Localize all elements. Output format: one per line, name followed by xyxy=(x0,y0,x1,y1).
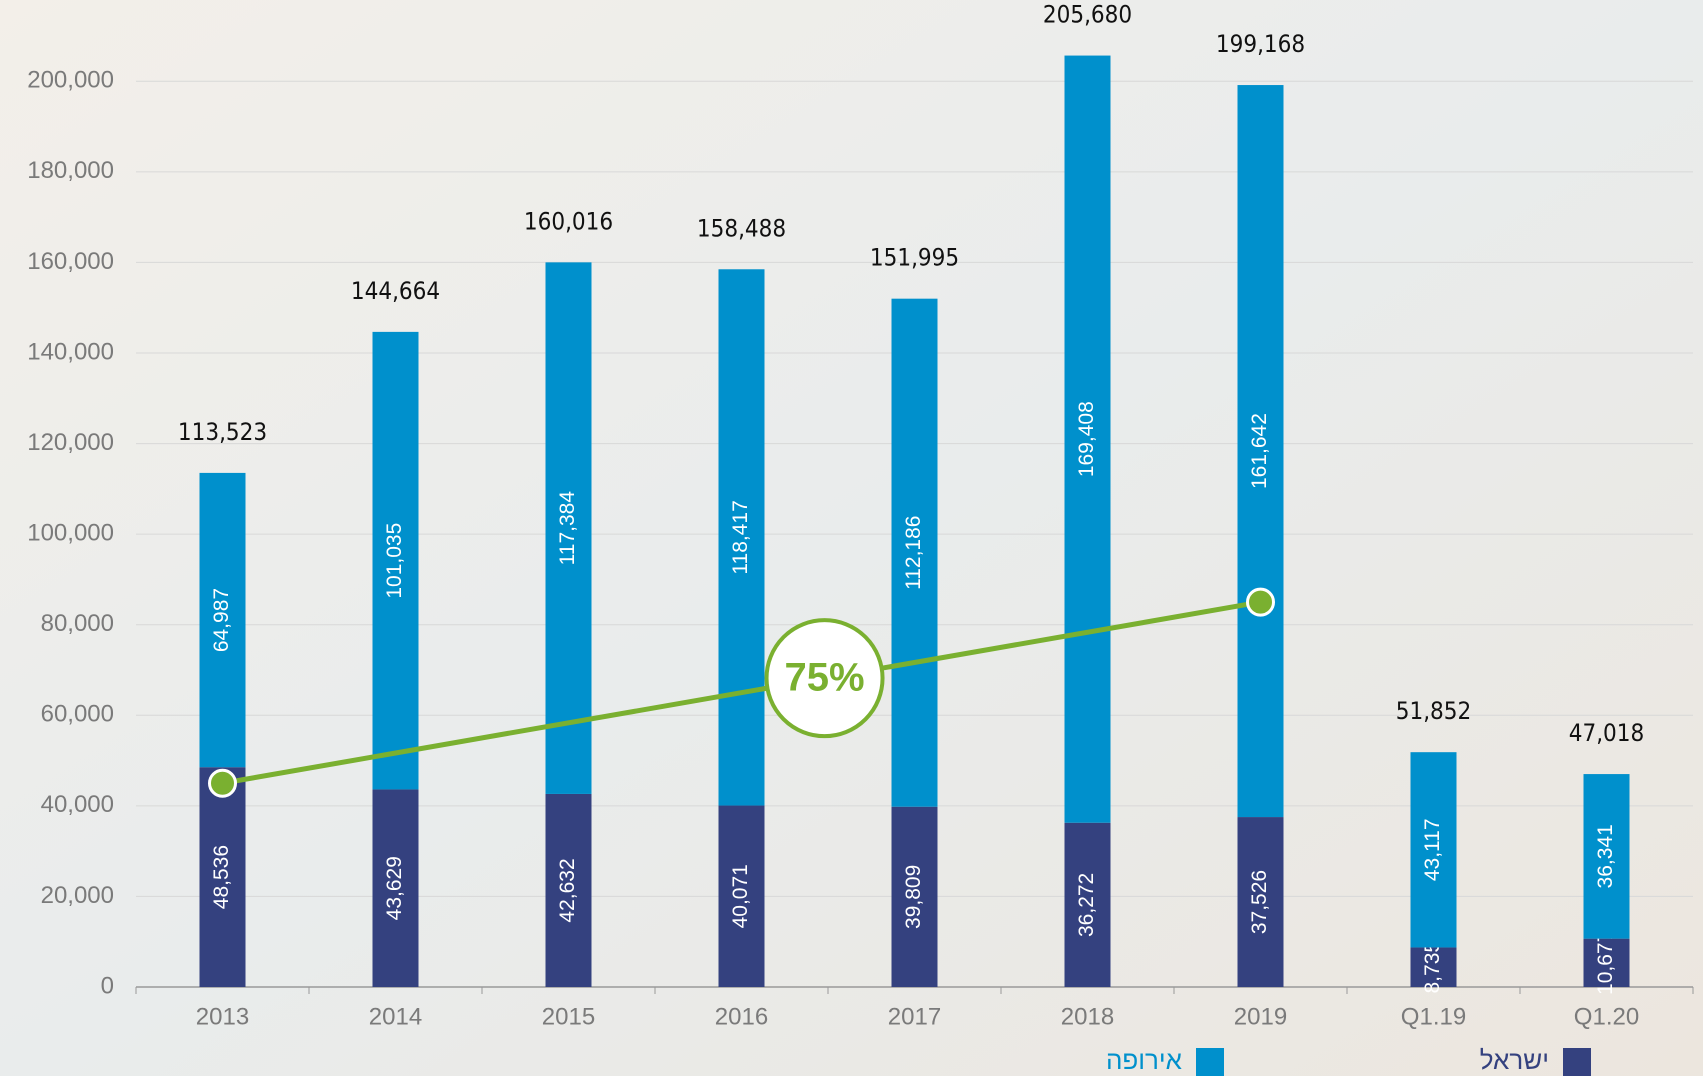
bar-segment xyxy=(1237,85,1284,818)
bar-segment xyxy=(545,262,592,794)
total-label: 51,852 xyxy=(1396,697,1472,725)
segment-label: 42,632 xyxy=(556,858,579,922)
legend-label: אירופה xyxy=(1106,1045,1182,1075)
total-label: 144,664 xyxy=(351,277,440,305)
x-tick-label: 2013 xyxy=(196,1003,249,1030)
bar-segment xyxy=(372,789,419,987)
y-tick-label: 100,000 xyxy=(27,519,114,546)
trend-point xyxy=(208,768,237,798)
y-tick-label: 180,000 xyxy=(27,157,114,184)
total-label: 160,016 xyxy=(524,207,613,235)
segment-label: 8,735 xyxy=(1421,941,1444,994)
y-tick-label: 40,000 xyxy=(41,791,114,818)
y-tick-label: 80,000 xyxy=(41,610,114,637)
bar-segment xyxy=(1583,938,1630,987)
segment-label: 37,526 xyxy=(1248,870,1271,934)
bar-segment xyxy=(1410,752,1457,948)
segment-label: 118,417 xyxy=(729,500,752,574)
bar-segment xyxy=(1064,822,1111,987)
segment-label: 40,071 xyxy=(729,864,752,928)
x-tick-label: 2016 xyxy=(715,1003,768,1030)
y-tick-label: 0 xyxy=(101,972,114,999)
segment-label: 48,536 xyxy=(210,845,233,909)
y-tick-label: 160,000 xyxy=(27,248,114,275)
bar-segment xyxy=(545,793,592,987)
bar-segment xyxy=(199,472,246,768)
total-label: 199,168 xyxy=(1216,30,1305,58)
trend-point xyxy=(1246,587,1275,617)
segment-label: 36,341 xyxy=(1594,824,1617,888)
segment-label: 10,677 xyxy=(1594,931,1617,995)
segment-label: 64,987 xyxy=(210,588,233,652)
trend-badge xyxy=(764,618,885,739)
segment-label: 117,384 xyxy=(556,491,579,566)
bar-segment xyxy=(1583,774,1630,939)
segment-label: 112,186 xyxy=(902,516,925,590)
segment-label: 43,629 xyxy=(383,856,406,920)
bar-segment xyxy=(1064,55,1111,823)
y-tick-label: 140,000 xyxy=(27,338,114,365)
legend-label: ישראל xyxy=(1480,1045,1549,1075)
y-tick-label: 200,000 xyxy=(27,67,114,94)
segment-label: 169,408 xyxy=(1075,401,1098,477)
bar-segment xyxy=(1237,817,1284,987)
segment-label: 101,035 xyxy=(383,523,406,599)
trend-label: 75% xyxy=(785,656,865,700)
y-tick-label: 120,000 xyxy=(27,429,114,456)
x-tick-label: 2015 xyxy=(542,1003,595,1030)
total-label: 151,995 xyxy=(870,244,959,272)
bar-segment xyxy=(199,767,246,987)
total-label: 47,018 xyxy=(1569,719,1645,747)
x-tick-label: Q1.19 xyxy=(1401,1003,1466,1030)
legend-swatch xyxy=(1196,1048,1224,1076)
total-label: 158,488 xyxy=(697,214,786,242)
bar-segment xyxy=(718,269,765,806)
segment-label: 43,117 xyxy=(1421,818,1444,881)
total-label: 205,680 xyxy=(1043,1,1132,29)
trend-line xyxy=(222,599,1261,786)
bar-segment xyxy=(1410,947,1457,987)
segment-label: 36,272 xyxy=(1075,873,1098,937)
bar-segment xyxy=(891,298,938,807)
legend-swatch xyxy=(1563,1048,1591,1076)
x-tick-label: 2018 xyxy=(1061,1003,1114,1030)
bar-segment xyxy=(372,331,419,790)
x-tick-label: Q1.20 xyxy=(1574,1003,1639,1030)
x-tick-label: 2017 xyxy=(888,1003,941,1030)
bar-segment xyxy=(718,805,765,987)
segment-label: 161,642 xyxy=(1248,413,1271,489)
y-tick-label: 20,000 xyxy=(41,882,114,909)
segment-label: 39,809 xyxy=(902,865,925,929)
x-tick-label: 2019 xyxy=(1234,1003,1287,1030)
y-tick-label: 60,000 xyxy=(41,701,114,728)
bar-segment xyxy=(891,806,938,987)
x-tick-label: 2014 xyxy=(369,1003,422,1030)
total-label: 113,523 xyxy=(178,418,267,446)
